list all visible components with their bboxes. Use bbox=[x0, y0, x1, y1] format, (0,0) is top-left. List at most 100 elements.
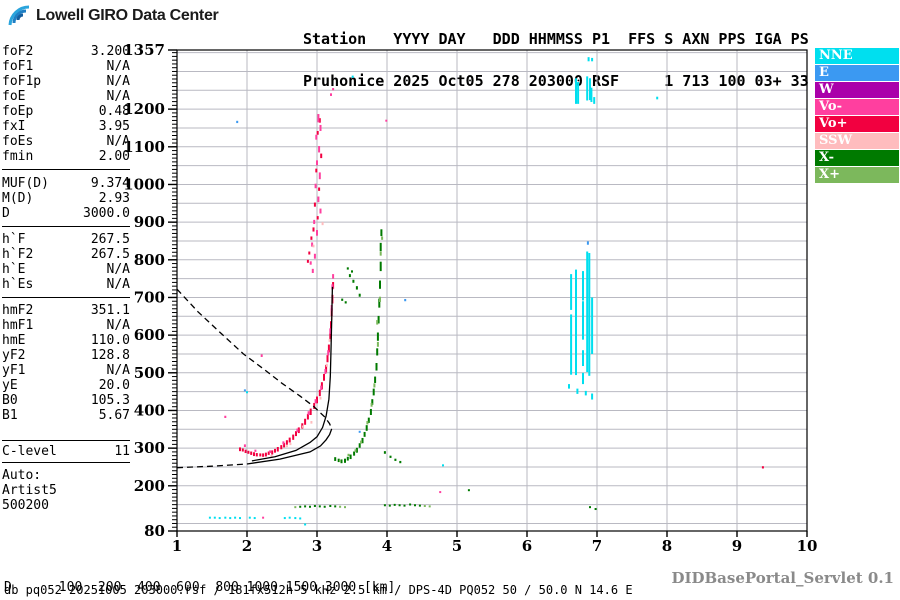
echo-o-trace-vom bbox=[385, 119, 388, 122]
parameter-group: MUF(D) 9.374 M(D) 2.93 D 3000.0 bbox=[2, 176, 130, 221]
echo-o-trace-vop bbox=[315, 168, 318, 173]
parameter-label: yF1 bbox=[2, 363, 26, 378]
echo-x-trace-xm bbox=[344, 458, 346, 463]
station-header: Station YYYY DAY DDD HHMMSS P1 FFS S AXN… bbox=[303, 4, 809, 116]
echo-x-trace-xm bbox=[313, 505, 316, 508]
autoscaling-line: Artist5 bbox=[2, 483, 57, 498]
echo-nne-oblique bbox=[208, 516, 211, 519]
y-axis-label: 1200 bbox=[123, 100, 165, 118]
echo-o-trace-vop bbox=[250, 451, 253, 455]
echo-o-trace-vom bbox=[316, 230, 318, 236]
parameter-value: N/A bbox=[106, 262, 130, 277]
parameter-value: N/A bbox=[106, 363, 130, 378]
parameter-value: 351.1 bbox=[90, 303, 130, 318]
echo-nne-oblique bbox=[253, 517, 256, 520]
echo-x-trace-xp bbox=[354, 449, 357, 452]
parameter-row: foEs N/A bbox=[2, 134, 130, 149]
echo-nne-oblique bbox=[591, 57, 594, 62]
echo-o-trace-vom bbox=[307, 411, 310, 415]
echo-x-trace-xm bbox=[403, 504, 406, 507]
echo-x-trace-xp bbox=[379, 251, 382, 256]
echo-x-trace-xm bbox=[367, 417, 370, 423]
echo-ssw-echoes bbox=[285, 445, 288, 448]
echo-o-trace-vop bbox=[247, 450, 250, 454]
curve-true-height-profile bbox=[246, 428, 333, 465]
echo-o-trace-vop bbox=[323, 373, 325, 381]
echo-o-trace-vom bbox=[262, 516, 265, 519]
parameter-label: h`Es bbox=[2, 277, 34, 292]
parameter-label: hmE bbox=[2, 333, 26, 348]
echo-x-trace-xm bbox=[337, 458, 340, 463]
parameter-label: foEp bbox=[2, 104, 34, 119]
echo-nne-oblique bbox=[570, 274, 573, 310]
echo-x-trace-xm bbox=[379, 280, 381, 289]
parameter-group: C-level 11 bbox=[2, 444, 130, 459]
echo-x-trace-xm bbox=[361, 437, 364, 444]
echo-o-trace-vop bbox=[255, 453, 258, 457]
x-axis-label: 4 bbox=[382, 537, 392, 555]
parameter-value: 20.0 bbox=[98, 378, 130, 393]
panel-divider bbox=[2, 297, 130, 298]
panel-divider bbox=[2, 440, 130, 441]
echo-nne-oblique bbox=[582, 350, 584, 367]
y-axis-label: 500 bbox=[134, 364, 165, 382]
parameter-label: h`F bbox=[2, 232, 26, 247]
echo-o-trace-vop bbox=[325, 364, 328, 373]
echo-nne-oblique bbox=[442, 464, 444, 467]
echo-nne-oblique bbox=[591, 393, 594, 400]
echo-nne-oblique bbox=[218, 517, 221, 520]
echo-x-trace-xm bbox=[414, 504, 416, 507]
echo-x-trace-xm bbox=[344, 301, 347, 304]
parameter-row: B0 105.3 bbox=[2, 393, 130, 408]
echo-x-trace-xp bbox=[294, 506, 297, 509]
parameter-label: B1 bbox=[2, 408, 18, 423]
echo-o-trace-vom bbox=[309, 261, 312, 265]
echo-nne-oblique bbox=[248, 516, 251, 519]
echo-o-trace-vom bbox=[314, 183, 317, 189]
echo-x-trace-xm bbox=[409, 503, 412, 506]
y-axis-label: 600 bbox=[134, 326, 165, 344]
curve-o-trace-fit bbox=[251, 286, 334, 462]
echo-o-trace-vom bbox=[318, 146, 321, 153]
parameter-label: foF1 bbox=[2, 59, 34, 74]
parameter-row: h`F2 267.5 bbox=[2, 247, 130, 262]
echo-x-trace-xp bbox=[423, 505, 426, 508]
y-axis-label: 900 bbox=[134, 213, 165, 231]
echo-nne-oblique bbox=[576, 388, 579, 394]
echo-o-trace-vom bbox=[317, 114, 320, 123]
y-axis-label: 1100 bbox=[123, 138, 165, 156]
parameter-group: h`F 267.5 h`F2 267.5 h`E N/A h`Es N/A bbox=[2, 232, 130, 292]
echo-o-trace-vom bbox=[327, 350, 330, 356]
echo-o-trace-vop bbox=[304, 418, 307, 425]
echo-ssw-echoes bbox=[289, 442, 292, 446]
parameter-label: yF2 bbox=[2, 348, 26, 363]
parameter-label: h`F2 bbox=[2, 247, 34, 262]
parameter-value: N/A bbox=[106, 74, 130, 89]
echo-x-trace-xm bbox=[398, 504, 401, 507]
echo-x-trace-xm bbox=[348, 274, 351, 278]
echo-ssw-echoes bbox=[328, 338, 331, 342]
echo-x-trace-xm bbox=[304, 505, 307, 508]
parameter-value: 11 bbox=[114, 444, 130, 459]
echo-o-trace-vop bbox=[761, 466, 764, 469]
parameter-value: 267.5 bbox=[90, 232, 130, 247]
y-axis-label: 700 bbox=[134, 288, 165, 306]
legend-item-xminus: X- bbox=[815, 150, 899, 166]
curve-topside-profile-extrapolated bbox=[176, 288, 333, 430]
parameter-row: foEp 0.48 bbox=[2, 104, 130, 119]
parameter-value: 128.8 bbox=[90, 348, 130, 363]
echo-nne-oblique bbox=[288, 516, 291, 519]
echo-o-trace-vom bbox=[254, 449, 257, 452]
y-axis-label: 80 bbox=[144, 522, 165, 540]
echo-o-trace-vom bbox=[313, 219, 316, 225]
x-axis-label: 3 bbox=[312, 537, 322, 555]
echo-o-trace-vom bbox=[330, 93, 332, 96]
parameter-row: h`E N/A bbox=[2, 262, 130, 277]
echo-nne-oblique bbox=[586, 251, 589, 373]
x-axis-label: 6 bbox=[522, 537, 532, 555]
echo-x-trace-xm bbox=[379, 261, 382, 272]
brand-title: Lowell GIRO Data Center bbox=[36, 7, 219, 24]
legend-item-vominus: Vo- bbox=[815, 99, 899, 115]
station-header-line1: Station YYYY DAY DDD HHMMSS P1 FFS S AXN… bbox=[303, 30, 809, 48]
